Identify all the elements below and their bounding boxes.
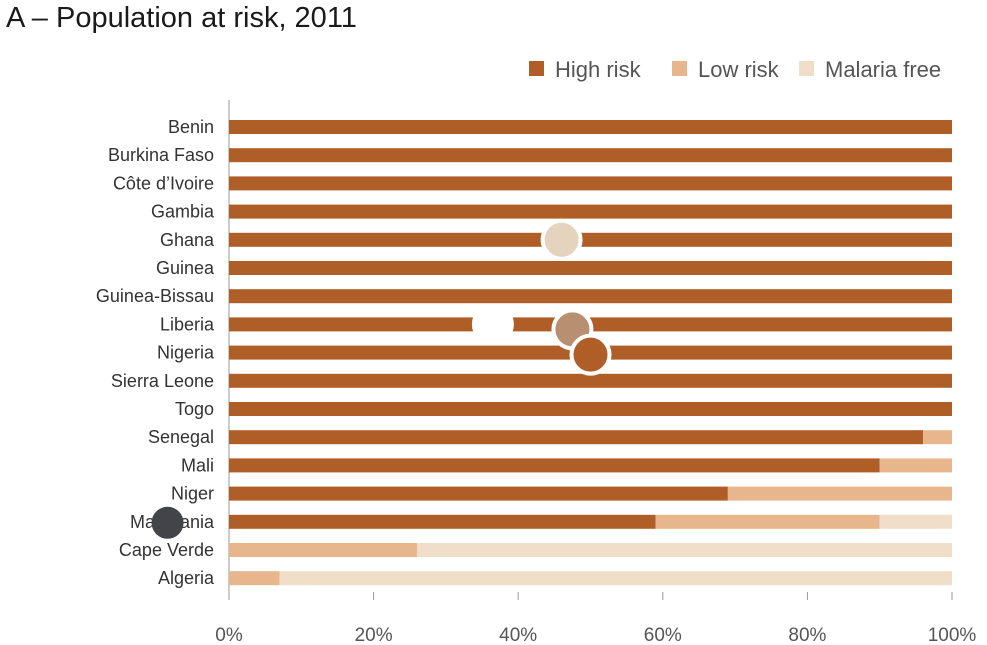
category-label: Niger bbox=[171, 484, 214, 504]
bar-segment bbox=[879, 514, 952, 529]
legend-swatch bbox=[799, 61, 814, 76]
x-tick-label: 60% bbox=[644, 625, 682, 645]
category-label: Guinea-Bissau bbox=[96, 286, 214, 306]
category-label: Mali bbox=[181, 455, 214, 475]
bar-segment bbox=[229, 204, 952, 219]
marker-beige-circle bbox=[540, 218, 583, 261]
x-tick-label: 20% bbox=[355, 625, 393, 645]
bar-segment bbox=[229, 430, 924, 445]
bar-segment bbox=[727, 486, 952, 501]
category-label: Algeria bbox=[158, 568, 215, 588]
marker-rust-circle bbox=[569, 333, 612, 376]
category-label: Liberia bbox=[160, 314, 215, 334]
bar-segment bbox=[229, 458, 880, 473]
bar-segment bbox=[229, 571, 280, 586]
marker-white-circle bbox=[471, 303, 514, 346]
x-tick-label: 0% bbox=[215, 625, 243, 645]
x-tick-label: 100% bbox=[928, 625, 977, 645]
bar-segment bbox=[229, 543, 417, 557]
bar-segment bbox=[229, 289, 952, 304]
bar-segment bbox=[229, 486, 728, 501]
legend-label: Malaria free bbox=[825, 57, 941, 82]
legend-swatch bbox=[529, 61, 544, 76]
bar-segment bbox=[229, 232, 952, 247]
chart-title: A – Population at risk, 2011 bbox=[6, 2, 357, 34]
bar-segment bbox=[923, 430, 952, 445]
category-label: Cape Verde bbox=[119, 540, 214, 560]
legend-label: Low risk bbox=[698, 57, 780, 82]
legend-label: High risk bbox=[555, 57, 642, 82]
marker-dark-circle bbox=[151, 506, 184, 539]
category-label: Benin bbox=[168, 117, 214, 137]
bar-segment bbox=[655, 514, 880, 529]
category-label: Burkina Faso bbox=[108, 145, 214, 165]
bar-segment bbox=[279, 571, 952, 586]
bar-segment bbox=[416, 543, 953, 557]
bar-segment bbox=[229, 402, 952, 416]
legend-swatch bbox=[672, 61, 687, 76]
bar-segment bbox=[229, 261, 952, 275]
bar-segment bbox=[229, 176, 952, 191]
bar-segment bbox=[229, 373, 952, 388]
x-tick-label: 40% bbox=[499, 625, 537, 645]
category-label: Côte d’Ivoire bbox=[113, 173, 214, 193]
bar-segment bbox=[229, 120, 952, 134]
category-label: Sierra Leone bbox=[111, 371, 214, 391]
category-label: Senegal bbox=[148, 427, 214, 447]
category-label: Guinea bbox=[156, 258, 215, 278]
category-label: Ghana bbox=[160, 230, 215, 250]
category-label: Gambia bbox=[151, 202, 215, 222]
x-tick-label: 80% bbox=[788, 625, 826, 645]
bar-segment bbox=[879, 458, 952, 473]
bar-segment bbox=[229, 148, 952, 163]
category-label: Togo bbox=[175, 399, 214, 419]
category-label: Nigeria bbox=[157, 343, 215, 363]
bar-segment bbox=[229, 514, 656, 529]
